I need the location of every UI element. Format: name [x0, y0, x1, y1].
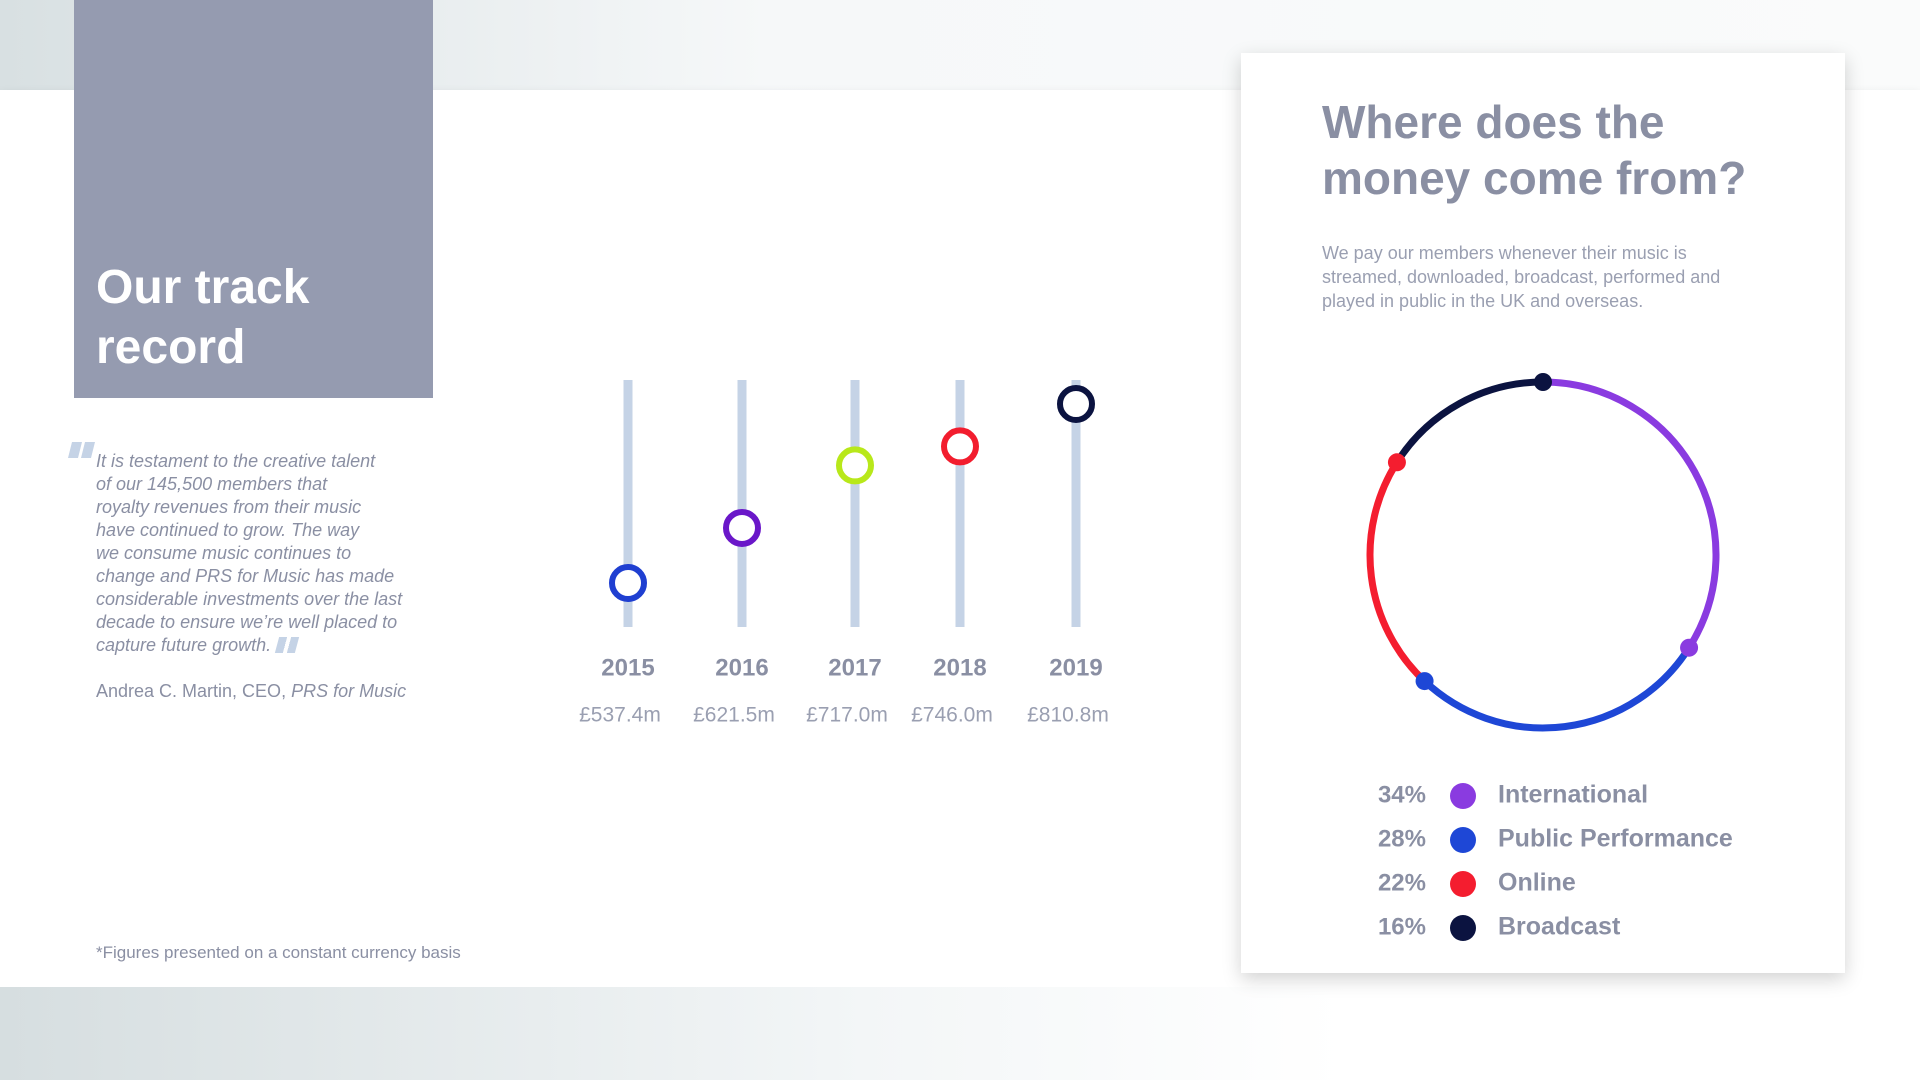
- segment-end: [1415, 672, 1434, 691]
- track: [1071, 380, 1081, 627]
- value-label: £621.5m: [693, 704, 775, 727]
- quote-line: considerable investments over the last: [96, 589, 403, 609]
- year-label: 2017: [828, 654, 881, 681]
- dot: [723, 508, 761, 547]
- dot: [1057, 385, 1095, 423]
- quote-line: It is testament to the creative talent: [96, 451, 376, 471]
- dot: [836, 446, 874, 485]
- card: [1241, 53, 1845, 973]
- value-label: £717.0m: [806, 704, 888, 727]
- title-box: [74, 0, 433, 398]
- description-line: We pay our members whenever their music …: [1322, 243, 1687, 263]
- quote-line: decade to ensure we’re well placed to: [96, 612, 398, 632]
- value-label: £746.0m: [911, 704, 993, 727]
- legend-label: Broadcast: [1498, 913, 1621, 941]
- dot: [609, 564, 647, 602]
- quote: It is testament to the creative talent of…: [96, 450, 402, 657]
- track: [850, 380, 860, 627]
- legend-percent: 34%: [1378, 781, 1426, 808]
- footnote: *Figures presented on a constant currenc…: [96, 943, 461, 962]
- legend-swatch: [1450, 783, 1476, 809]
- ring-segment: [1366, 460, 1427, 684]
- quote-line: we consume music continues to: [96, 543, 352, 563]
- description-line: played in public in the UK and overseas.: [1322, 291, 1644, 311]
- track: [737, 380, 747, 627]
- quote-line: have continued to grow. The way: [96, 520, 360, 540]
- author: Andrea C. Martin, CEO,: [96, 681, 287, 701]
- quote-line: of our 145,500 members that: [96, 474, 328, 494]
- page-title: Our track record: [96, 261, 310, 374]
- ring-segment: [1542, 378, 1720, 650]
- quote-line: royalty revenues from their music: [96, 497, 362, 517]
- value-label: £537.4m: [579, 704, 661, 727]
- segment-end: [1534, 373, 1552, 391]
- value-label: £810.8m: [1027, 704, 1109, 727]
- card-description: We pay our members whenever their music …: [1322, 241, 1720, 313]
- year-label: 2015: [601, 654, 654, 681]
- legend-percent: 16%: [1378, 913, 1426, 940]
- year-label: 2019: [1049, 654, 1102, 681]
- quote-mark: [81, 442, 95, 458]
- year-label: 2016: [715, 654, 768, 681]
- legend-label: Public Performance: [1498, 825, 1733, 853]
- segment-end: [1680, 638, 1699, 657]
- quote-line: capture future growth.: [96, 635, 272, 655]
- quote-line: change and PRS for Music has made: [96, 566, 395, 586]
- legend-label: International: [1498, 781, 1648, 809]
- legend-percent: 28%: [1378, 825, 1426, 852]
- bottom-band: [0, 987, 1920, 1080]
- organization: PRS for Music: [291, 681, 407, 701]
- dot: [941, 427, 979, 466]
- legend-swatch: [1450, 871, 1476, 897]
- track: [955, 380, 965, 627]
- card-title: Where does the money come from?: [1322, 96, 1747, 204]
- ring-segment: [1422, 645, 1693, 732]
- description-line: streamed, downloaded, broadcast, perform…: [1322, 267, 1721, 287]
- legend-swatch: [1450, 827, 1476, 853]
- quote-mark: [68, 442, 82, 458]
- segment-end: [1387, 453, 1406, 472]
- legend-swatch: [1450, 915, 1476, 941]
- year-label: 2018: [933, 654, 986, 681]
- attribution: Andrea C. Martin, CEO, PRS for Music: [96, 681, 406, 702]
- legend-percent: 22%: [1378, 869, 1426, 896]
- legend-label: Online: [1498, 869, 1576, 897]
- ring-segment: [1393, 378, 1544, 465]
- track: [623, 380, 633, 627]
